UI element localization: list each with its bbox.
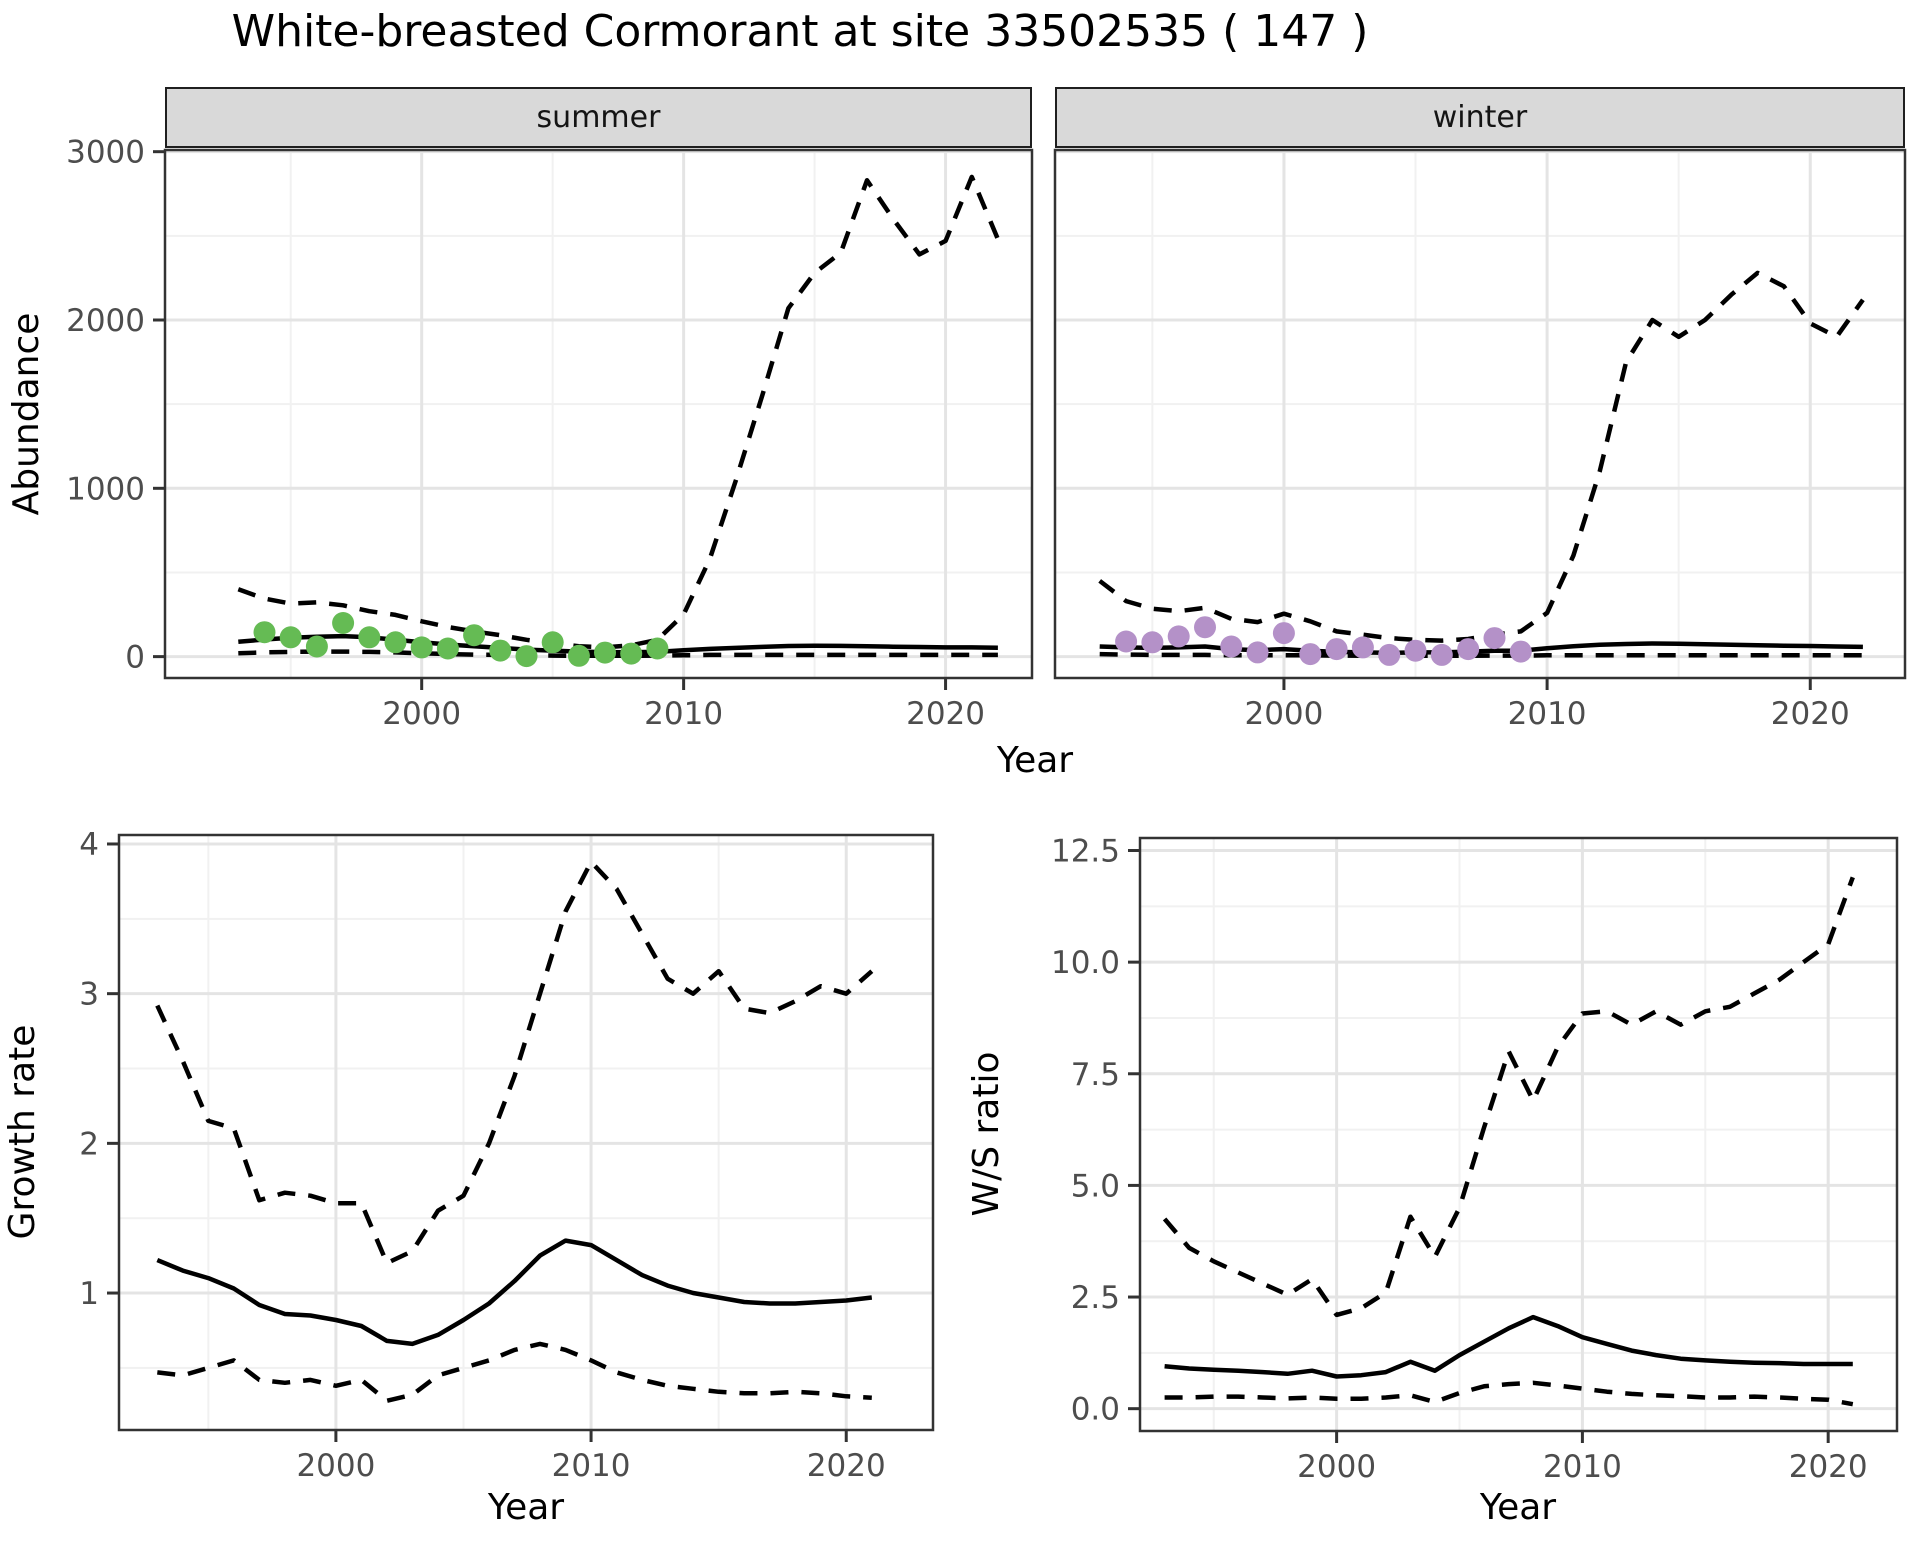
data-point — [332, 612, 355, 634]
y-tick-label: 0 — [125, 640, 145, 676]
data-point — [567, 644, 590, 667]
data-point — [1194, 616, 1216, 639]
data-point — [1509, 640, 1532, 663]
series-lower-ci — [157, 1341, 872, 1404]
x-tick-label: 2020 — [906, 696, 985, 732]
panel-border — [1053, 148, 1907, 680]
data-point — [253, 621, 276, 644]
y-tick-label: 7.5 — [1071, 1057, 1120, 1093]
series-upper-ci — [1098, 270, 1865, 643]
series-upper-ci — [155, 859, 874, 1266]
data-point — [489, 639, 512, 662]
data-point — [1378, 643, 1401, 666]
x-tick-label: 2000 — [382, 696, 461, 732]
data-point — [279, 626, 302, 649]
data-point — [594, 641, 616, 664]
facet-strip-winter-label: winter — [1432, 100, 1528, 135]
x-tick-label: 2010 — [552, 1448, 631, 1484]
series-lower-ci — [1164, 1380, 1854, 1407]
x-tick-label: 2000 — [1297, 1449, 1376, 1485]
y-tick-label: 2 — [79, 1126, 99, 1162]
data-point — [1115, 630, 1138, 653]
panel-abundance-summer: 2000 2010 2020 0 1000 2000 3000 — [66, 135, 1034, 732]
data-point — [384, 631, 407, 654]
x-tick-label: 2010 — [1543, 1449, 1622, 1485]
data-point — [620, 642, 643, 665]
panel-ws-ratio: 2000 2010 2020 0.0 2.5 5.0 7.5 10.0 12.5 — [1051, 834, 1899, 1485]
data-point — [541, 631, 564, 654]
x-tick-label: 2020 — [1789, 1449, 1868, 1485]
y-tick-label: 5.0 — [1071, 1168, 1120, 1204]
panel-background — [165, 150, 1032, 678]
data-point — [1141, 631, 1164, 654]
series-median — [156, 1238, 873, 1347]
data-point — [1325, 638, 1348, 661]
x-tick-label: 2000 — [1244, 696, 1323, 732]
data-point — [1404, 639, 1427, 662]
data-point — [1430, 643, 1453, 666]
data-point — [1299, 643, 1322, 666]
x-axis-title-ws-ratio: Year — [1479, 1487, 1557, 1528]
y-tick-label: 2.5 — [1071, 1280, 1120, 1316]
panel-background — [1055, 150, 1905, 678]
data-point — [1167, 625, 1190, 648]
data-point — [1351, 636, 1374, 659]
data-point — [436, 637, 459, 660]
y-tick-label: 12.5 — [1051, 834, 1120, 870]
y-tick-label: 4 — [79, 827, 99, 863]
panel-growth-rate: 2000 2010 2020 1 2 3 4 — [79, 827, 935, 1484]
facet-strip-winter: winter — [1055, 87, 1905, 148]
data-point — [1246, 641, 1269, 664]
x-tick-label: 2000 — [296, 1448, 375, 1484]
x-axis-title-top: Year — [996, 740, 1074, 781]
x-tick-label: 2010 — [1508, 696, 1587, 732]
data-point — [463, 624, 486, 647]
page-title: White-breasted Cormorant at site 3350253… — [231, 6, 1369, 57]
data-point — [646, 637, 669, 660]
panel-abundance-winter: 2000 2010 2020 — [1053, 148, 1907, 732]
data-point — [1220, 635, 1243, 658]
data-point — [358, 626, 381, 649]
x-tick-label: 2010 — [644, 696, 723, 732]
data-point — [1272, 622, 1295, 645]
series-upper-ci — [1162, 876, 1855, 1318]
x-axis-title-growth-rate: Year — [487, 1487, 565, 1528]
y-tick-label: 10.0 — [1051, 945, 1120, 981]
y-tick-label: 3000 — [66, 135, 145, 171]
data-point — [305, 635, 328, 658]
facet-strip-summer-label: summer — [536, 100, 661, 135]
x-tick-label: 2020 — [1771, 696, 1850, 732]
y-tick-label: 1000 — [66, 471, 145, 507]
panel-background — [119, 835, 933, 1430]
y-tick-label: 3 — [79, 977, 99, 1013]
y-tick-label: 0.0 — [1071, 1392, 1120, 1428]
series-lower-ci — [238, 649, 998, 659]
data-point — [1457, 638, 1480, 661]
facet-strip-summer: summer — [165, 87, 1032, 148]
data-point — [1483, 627, 1506, 650]
panel-border — [163, 148, 1034, 680]
panel-border — [1138, 836, 1899, 1433]
x-tick-label: 2020 — [807, 1448, 886, 1484]
y-tick-label: 1 — [79, 1276, 99, 1312]
data-point — [515, 645, 538, 668]
panel-border — [117, 833, 935, 1432]
series-median — [1164, 1314, 1853, 1379]
y-tick-label: 2000 — [66, 303, 145, 339]
series-upper-ci — [237, 174, 1000, 650]
data-point — [410, 636, 433, 659]
panel-background — [1140, 838, 1897, 1431]
